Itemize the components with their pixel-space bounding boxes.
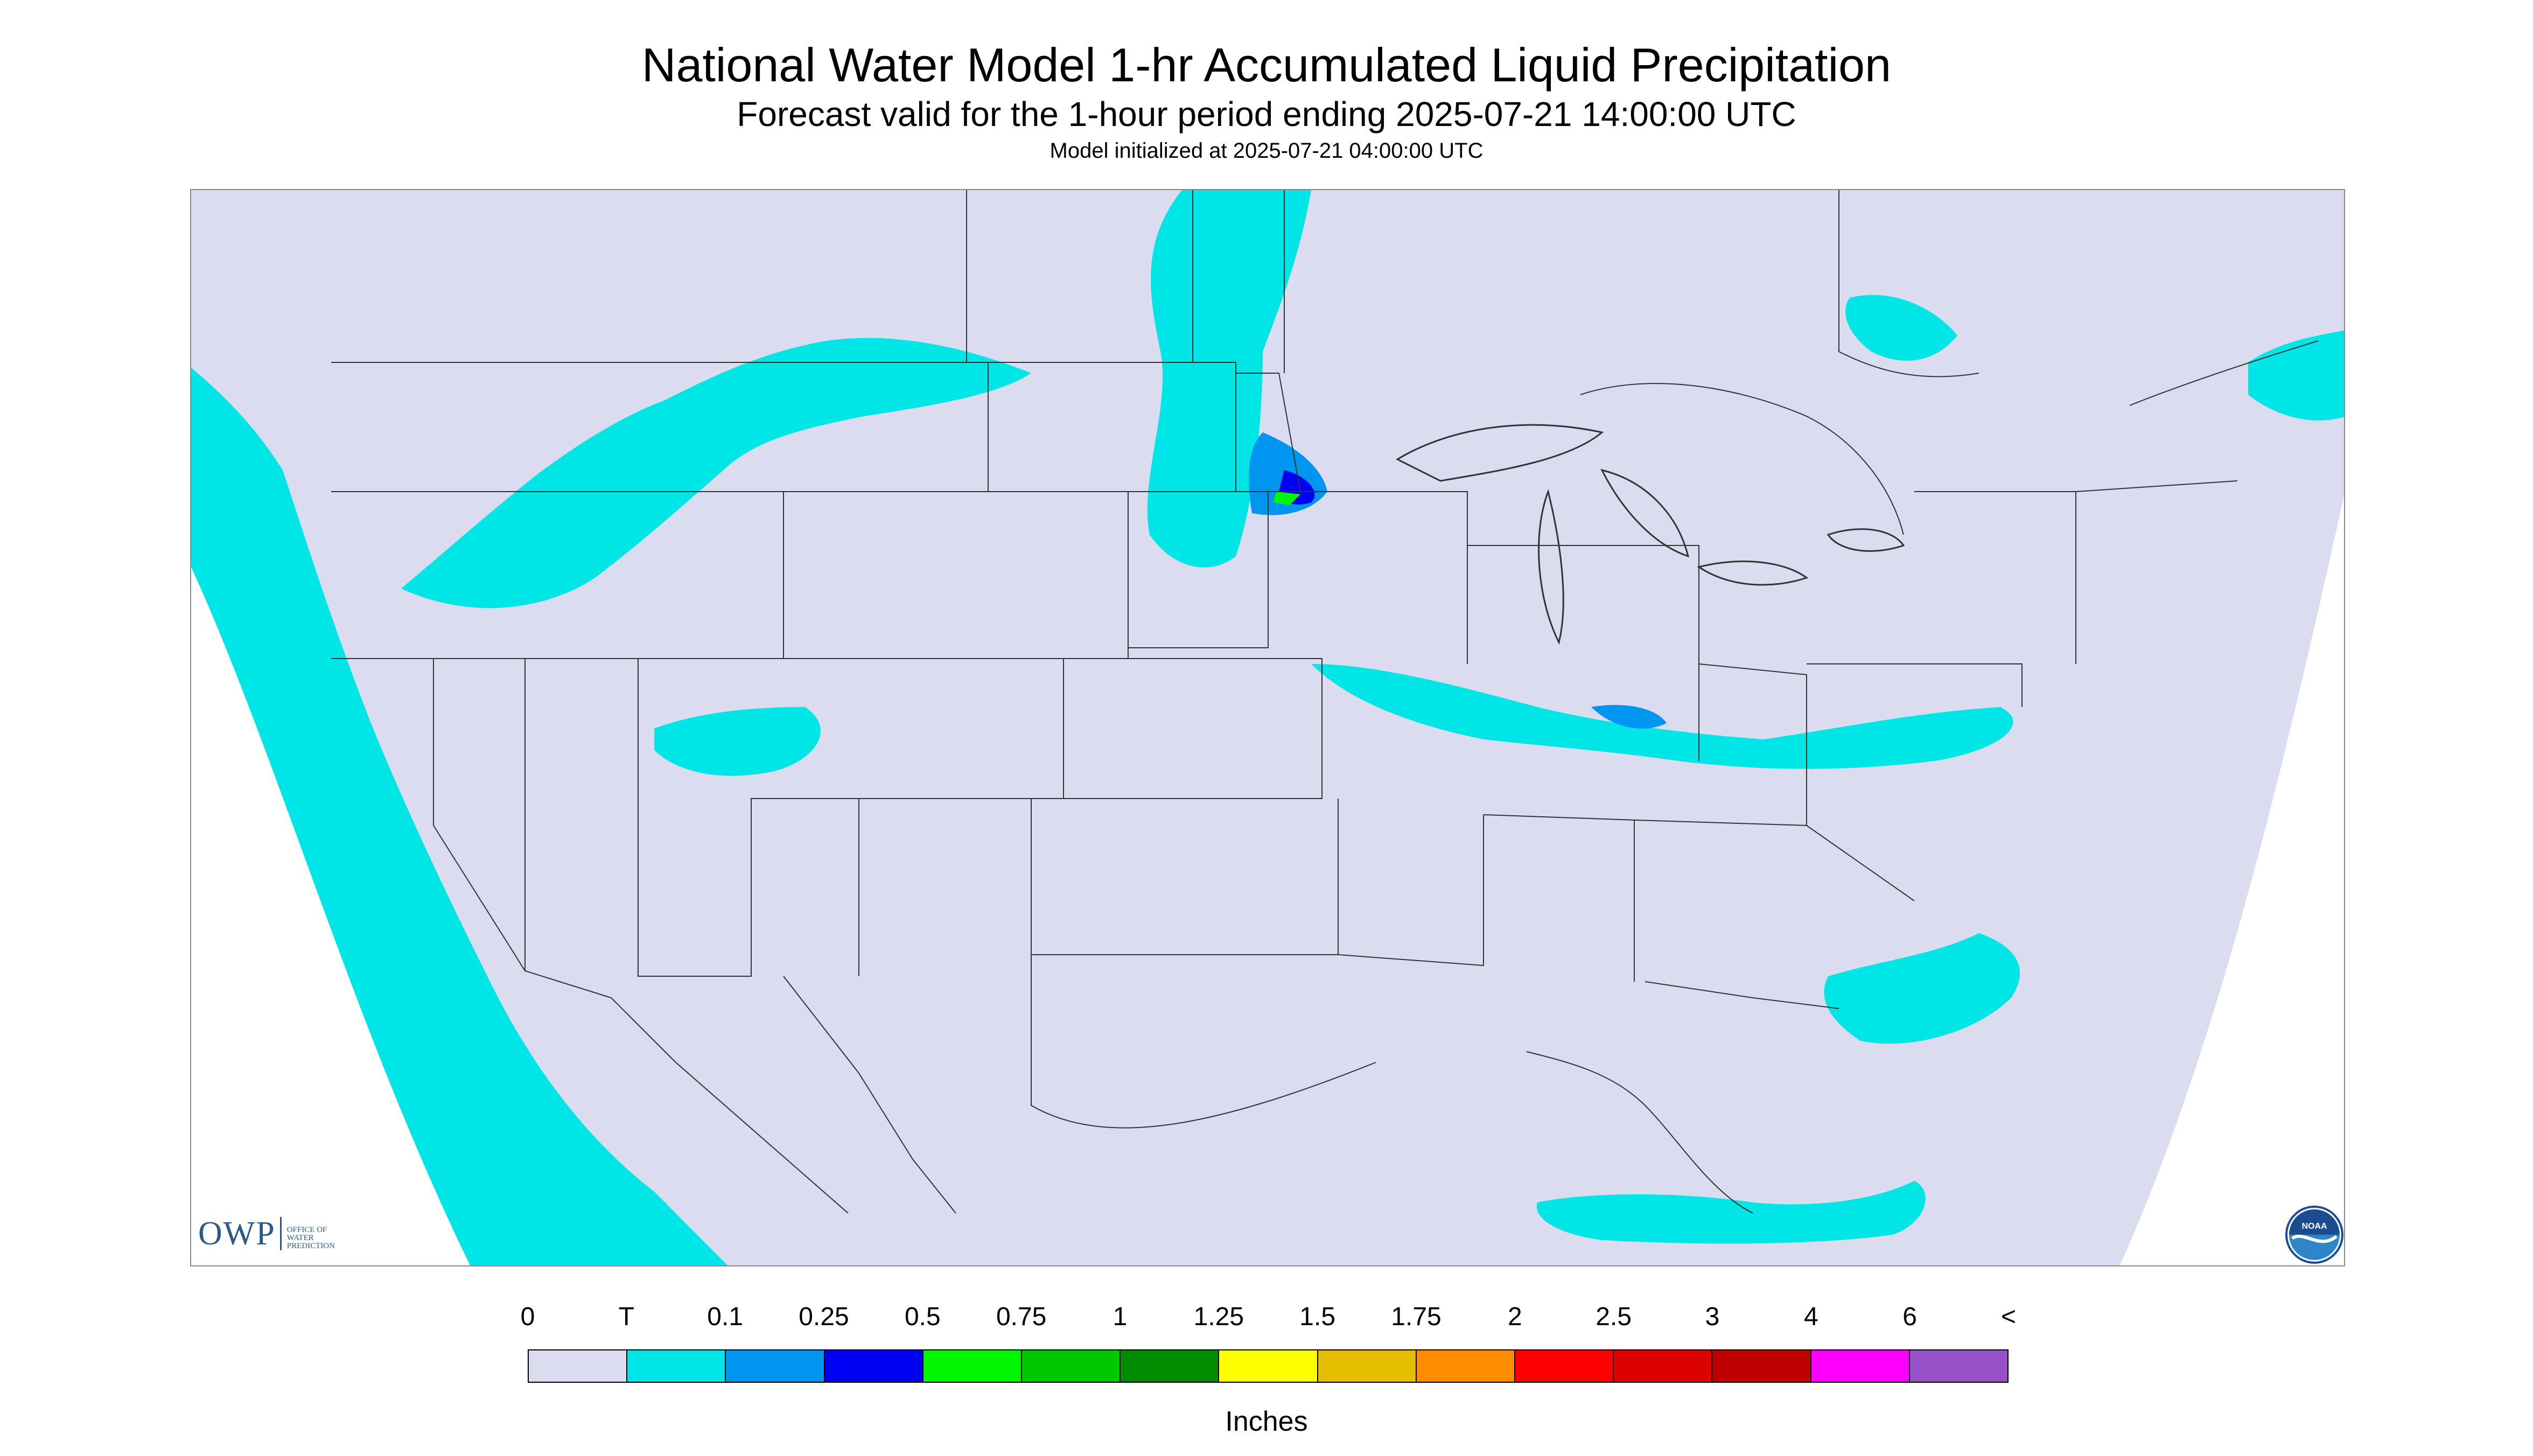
legend-tick-label: 2 xyxy=(1507,1303,1522,1331)
legend-swatch xyxy=(1416,1350,1516,1382)
precip-area-upper-midwest-core xyxy=(1274,492,1300,505)
legend-tick-label: 0.25 xyxy=(799,1303,849,1331)
legend-tick-label: 6 xyxy=(1902,1303,1918,1331)
precipitation-map xyxy=(190,189,2345,1266)
legend-swatch xyxy=(1318,1350,1417,1382)
precip-area-ohio-valley xyxy=(1311,664,2013,769)
legend-tick-label: 1.25 xyxy=(1193,1303,1244,1331)
legend-tick-label: 1.5 xyxy=(1299,1303,1336,1331)
legend-tick-labels: 0 T 0.1 0.25 0.5 0.75 1 1.25 1.5 1.75 2 2.5 3 4 6 < xyxy=(0,1302,2533,1334)
precip-area-gulf-keys xyxy=(1536,1181,1926,1244)
legend-tick-label: 1.75 xyxy=(1391,1303,1442,1331)
precip-area-quebec-east xyxy=(2248,330,2344,421)
owp-logo: OWP Office of Water Prediction xyxy=(198,1217,335,1250)
legend-tick-label: 4 xyxy=(1803,1303,1818,1331)
precip-area-atlantic xyxy=(1824,933,2020,1044)
legend-tick-label: 2.5 xyxy=(1596,1303,1632,1331)
owp-logo-subtext: Office of Water Prediction xyxy=(287,1226,335,1250)
legend-swatch xyxy=(1022,1350,1121,1382)
legend-swatch xyxy=(529,1350,628,1382)
precip-area-ontario xyxy=(1845,295,1957,361)
legend-swatch xyxy=(1121,1350,1220,1382)
precip-area-southwest xyxy=(654,707,821,776)
legend-units: Inches xyxy=(1225,1406,1308,1437)
legend-swatch xyxy=(824,1350,923,1382)
legend-tick-label: T xyxy=(618,1303,634,1331)
legend-tick-label: 0.1 xyxy=(707,1303,744,1331)
legend-swatch xyxy=(1909,1350,2008,1382)
owp-logo-text: OWP xyxy=(198,1215,276,1252)
precip-area-upper-midwest xyxy=(1147,190,1311,568)
legend-swatch xyxy=(1712,1350,1811,1382)
precip-area-northwest xyxy=(401,338,1031,608)
owp-logo-divider xyxy=(279,1217,282,1250)
legend-swatch xyxy=(627,1350,726,1382)
legend-tick-label: 0 xyxy=(520,1303,535,1331)
map-canvas xyxy=(191,190,2344,1265)
great-lakes xyxy=(1395,424,1905,645)
map-title: National Water Model 1-hr Accumulated Li… xyxy=(641,38,1892,92)
owp-sub-line-3: Prediction xyxy=(286,1242,335,1250)
legend-tick-label: 0.5 xyxy=(904,1303,941,1331)
precip-area-ohio-valley-light xyxy=(1591,705,1667,729)
valid-time-subtitle: Forecast valid for the 1-hour period end… xyxy=(737,95,1796,134)
owp-sub-line-1: Office of xyxy=(286,1226,327,1234)
legend-swatch xyxy=(923,1350,1023,1382)
state-boundaries xyxy=(331,190,2319,1214)
noaa-logo-icon: NOAA xyxy=(2285,1206,2343,1264)
model-init-line: Model initialized at 2025-07-21 04:00:00… xyxy=(1049,139,1484,163)
legend-tick-label: 3 xyxy=(1705,1303,1720,1331)
legend-tick-label: < xyxy=(2000,1303,2017,1331)
legend-tick-label: 1 xyxy=(1112,1303,1128,1331)
legend-swatch xyxy=(1219,1350,1318,1382)
precip-area-pacific-coast xyxy=(191,368,728,1265)
legend-swatch xyxy=(726,1350,825,1382)
owp-sub-line-2: Water xyxy=(286,1234,314,1242)
legend-swatch xyxy=(1614,1350,1713,1382)
legend-tick-label: 0.75 xyxy=(996,1303,1047,1331)
legend-swatch xyxy=(1811,1350,1910,1382)
noaa-logo-label: NOAA xyxy=(2301,1222,2327,1231)
legend-swatch xyxy=(1515,1350,1614,1382)
legend-colorbar xyxy=(528,1349,2009,1383)
